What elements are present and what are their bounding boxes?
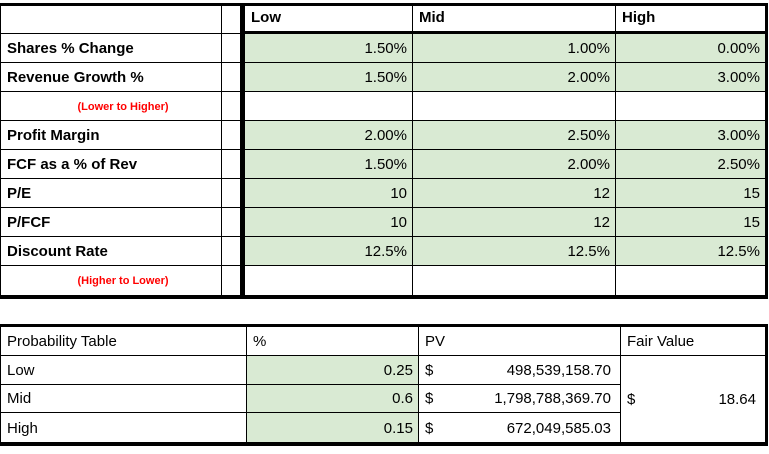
cell-row-label[interactable] bbox=[1, 266, 222, 295]
cell-spacer[interactable] bbox=[222, 150, 245, 179]
currency-symbol: $ bbox=[425, 420, 434, 437]
cell-spacer[interactable] bbox=[222, 179, 245, 208]
cell-low-value[interactable] bbox=[245, 266, 413, 295]
cell-spacer[interactable] bbox=[222, 92, 245, 121]
table-row-note-lower-to-higher: (Lower to Higher) bbox=[1, 92, 765, 121]
cell-low-probability[interactable]: 0.25 bbox=[247, 356, 419, 385]
cell-low-value[interactable]: 1.50% bbox=[245, 63, 413, 92]
column-header-mid[interactable]: Mid bbox=[413, 6, 616, 34]
cell-high-value[interactable]: 0.00% bbox=[616, 34, 765, 63]
table-row-profit-margin: Profit Margin 2.00% 2.50% 3.00% bbox=[1, 121, 765, 150]
cell-high-pv[interactable]: $ 672,049,585.03 bbox=[419, 413, 621, 442]
cell-row-label[interactable]: Revenue Growth % bbox=[1, 63, 222, 92]
table-row-revenue-growth: Revenue Growth % 1.50% 2.00% 3.00% bbox=[1, 63, 765, 92]
cell-high-value[interactable]: 12.5% bbox=[616, 237, 765, 266]
cell-spacer[interactable] bbox=[222, 121, 245, 150]
probability-table: Probability Table % PV Fair Value Low 0.… bbox=[0, 324, 768, 446]
cell-row-label[interactable]: Discount Rate bbox=[1, 237, 222, 266]
currency-symbol: $ bbox=[627, 390, 636, 408]
cell-low-value[interactable]: 1.50% bbox=[245, 34, 413, 63]
cell-scenario-high[interactable]: High bbox=[1, 413, 247, 442]
cell-high-probability[interactable]: 0.15 bbox=[247, 413, 419, 442]
cell-row-label[interactable]: Profit Margin bbox=[1, 121, 222, 150]
cell-spacer[interactable] bbox=[222, 237, 245, 266]
cell-mid-value[interactable]: 1.00% bbox=[413, 34, 616, 63]
table-row-discount-rate: Discount Rate 12.5% 12.5% 12.5% bbox=[1, 237, 765, 266]
cell-mid-probability[interactable]: 0.6 bbox=[247, 385, 419, 413]
pv-amount: 672,049,585.03 bbox=[506, 420, 611, 437]
cell-row-label[interactable] bbox=[1, 92, 222, 121]
cell-mid-value[interactable]: 2.00% bbox=[413, 63, 616, 92]
column-header-high[interactable]: High bbox=[616, 6, 765, 34]
fair-value-amount: 18.64 bbox=[718, 390, 756, 408]
cell-scenario-low[interactable]: Low bbox=[1, 356, 247, 385]
cell-low-value[interactable]: 10 bbox=[245, 179, 413, 208]
cell-mid-value[interactable]: 12 bbox=[413, 179, 616, 208]
cell-row-label[interactable]: P/FCF bbox=[1, 208, 222, 237]
cell-corner-blank[interactable] bbox=[1, 6, 222, 34]
cell-mid-value[interactable]: 12 bbox=[413, 208, 616, 237]
cell-mid-pv[interactable]: $ 1,798,788,369.70 bbox=[419, 385, 621, 413]
cell-low-value[interactable]: 1.50% bbox=[245, 150, 413, 179]
cell-high-value[interactable] bbox=[616, 266, 765, 295]
cell-spacer[interactable] bbox=[222, 6, 245, 34]
cell-high-value[interactable]: 3.00% bbox=[616, 121, 765, 150]
table-row-pe: P/E 10 12 15 bbox=[1, 179, 765, 208]
cell-scenario-mid[interactable]: Mid bbox=[1, 385, 247, 413]
cell-low-value[interactable]: 10 bbox=[245, 208, 413, 237]
table-row-note-higher-to-lower: (Higher to Lower) bbox=[1, 266, 765, 295]
cell-spacer[interactable] bbox=[222, 266, 245, 295]
cell-row-label[interactable]: P/E bbox=[1, 179, 222, 208]
cell-mid-value[interactable] bbox=[413, 92, 616, 121]
cell-row-label[interactable]: Shares % Change bbox=[1, 34, 222, 63]
cell-high-value[interactable] bbox=[616, 92, 765, 121]
cell-spacer[interactable] bbox=[222, 63, 245, 92]
table-row-pfcf: P/FCF 10 12 15 bbox=[1, 208, 765, 237]
column-header-pv[interactable]: PV bbox=[419, 327, 621, 356]
cell-mid-value[interactable]: 2.00% bbox=[413, 150, 616, 179]
cell-high-value[interactable]: 2.50% bbox=[616, 150, 765, 179]
cell-low-pv[interactable]: $ 498,539,158.70 bbox=[419, 356, 621, 385]
column-header-low[interactable]: Low bbox=[245, 6, 413, 34]
column-header-fair-value[interactable]: Fair Value bbox=[621, 327, 765, 356]
cell-low-value[interactable]: 2.00% bbox=[245, 121, 413, 150]
probability-table-title[interactable]: Probability Table bbox=[1, 327, 247, 356]
column-header-percent[interactable]: % bbox=[247, 327, 419, 356]
cell-row-label[interactable]: FCF as a % of Rev bbox=[1, 150, 222, 179]
pv-amount: 1,798,788,369.70 bbox=[494, 390, 611, 407]
table-header-row: Low Mid High bbox=[1, 6, 765, 34]
cell-high-value[interactable]: 15 bbox=[616, 179, 765, 208]
pv-amount: 498,539,158.70 bbox=[506, 362, 611, 379]
table-row-shares-change: Shares % Change 1.50% 1.00% 0.00% bbox=[1, 34, 765, 63]
currency-symbol: $ bbox=[425, 362, 434, 379]
assumptions-table: Low Mid High Shares % Change 1.50% 1.00%… bbox=[0, 3, 768, 299]
cell-spacer[interactable] bbox=[222, 208, 245, 237]
cell-high-value[interactable]: 15 bbox=[616, 208, 765, 237]
cell-low-value[interactable]: 12.5% bbox=[245, 237, 413, 266]
cell-fair-value[interactable]: $ 18.64 bbox=[621, 356, 765, 442]
currency-symbol: $ bbox=[425, 390, 434, 407]
cell-mid-value[interactable]: 12.5% bbox=[413, 237, 616, 266]
cell-spacer[interactable] bbox=[222, 34, 245, 63]
cell-high-value[interactable]: 3.00% bbox=[616, 63, 765, 92]
table-row-fcf-pct-rev: FCF as a % of Rev 1.50% 2.00% 2.50% bbox=[1, 150, 765, 179]
cell-mid-value[interactable] bbox=[413, 266, 616, 295]
cell-low-value[interactable] bbox=[245, 92, 413, 121]
cell-mid-value[interactable]: 2.50% bbox=[413, 121, 616, 150]
